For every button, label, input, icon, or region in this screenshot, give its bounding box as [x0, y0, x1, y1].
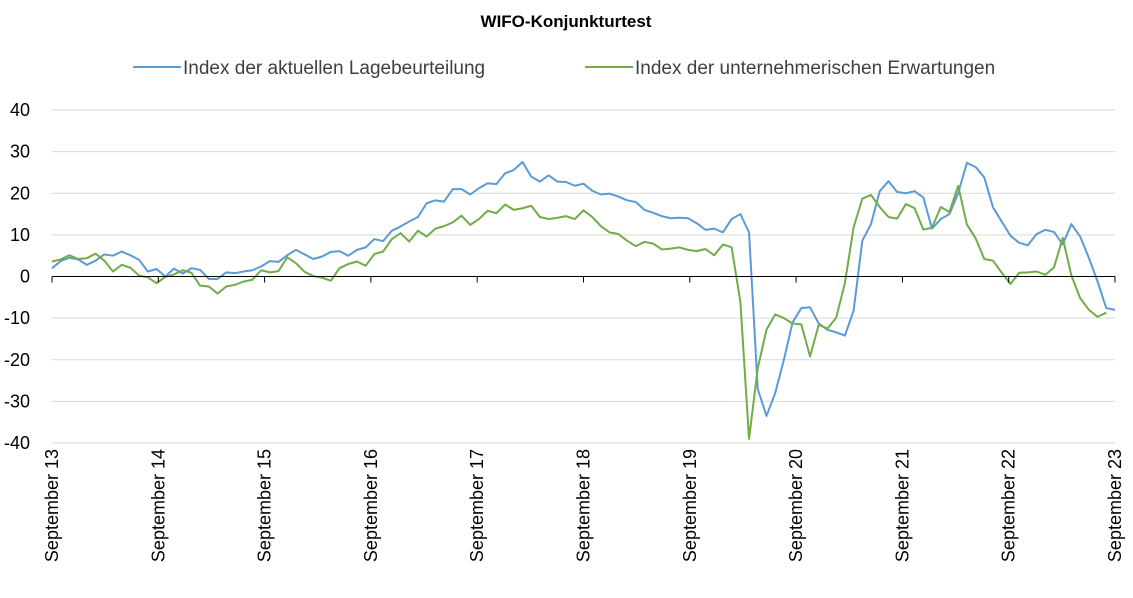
x-tick-label: September 22	[999, 449, 1019, 562]
x-tick-label: September 18	[574, 449, 594, 562]
x-tick-label: September 21	[892, 449, 912, 562]
y-tick-label: -30	[4, 391, 30, 411]
y-axis-tick-labels: 40 30 20 10 0 -10 -20 -30 -40	[4, 100, 30, 453]
x-axis-tick-labels: September 13 September 14 September 15 Sept…	[42, 449, 1125, 562]
series-line-lagebeurteilung	[51, 161, 1116, 417]
x-tick-label: September 13	[42, 449, 62, 562]
series-line-erwartungen	[51, 184, 1107, 440]
x-tick-label: September 16	[361, 449, 381, 562]
x-tick-label: September 17	[467, 449, 487, 562]
x-tick-label: September 19	[680, 449, 700, 562]
y-tick-label: -20	[4, 350, 30, 370]
x-tick-label: September 20	[786, 449, 806, 562]
y-tick-label: 40	[10, 100, 30, 120]
legend: Index der aktuellen Lagebeurteilung Inde…	[133, 58, 995, 79]
gridlines	[52, 109, 1115, 444]
x-axis	[51, 276, 1116, 283]
legend-label-lagebeurteilung: Index der aktuellen Lagebeurteilung	[183, 58, 485, 79]
y-tick-label: 30	[10, 142, 30, 162]
y-tick-label: -10	[4, 308, 30, 328]
y-tick-label: 10	[10, 225, 30, 245]
legend-label-erwartungen: Index der unternehmerischen Erwartungen	[635, 58, 995, 79]
series-lines	[51, 161, 1116, 440]
y-tick-label: -40	[4, 433, 30, 453]
chart-title: WIFO-Konjunkturtest	[481, 12, 652, 31]
x-tick-label: September 23	[1105, 449, 1125, 562]
x-tick-label: September 14	[148, 449, 168, 562]
y-tick-label: 0	[20, 267, 30, 287]
y-tick-label: 20	[10, 183, 30, 203]
x-tick-label: September 15	[255, 449, 275, 562]
